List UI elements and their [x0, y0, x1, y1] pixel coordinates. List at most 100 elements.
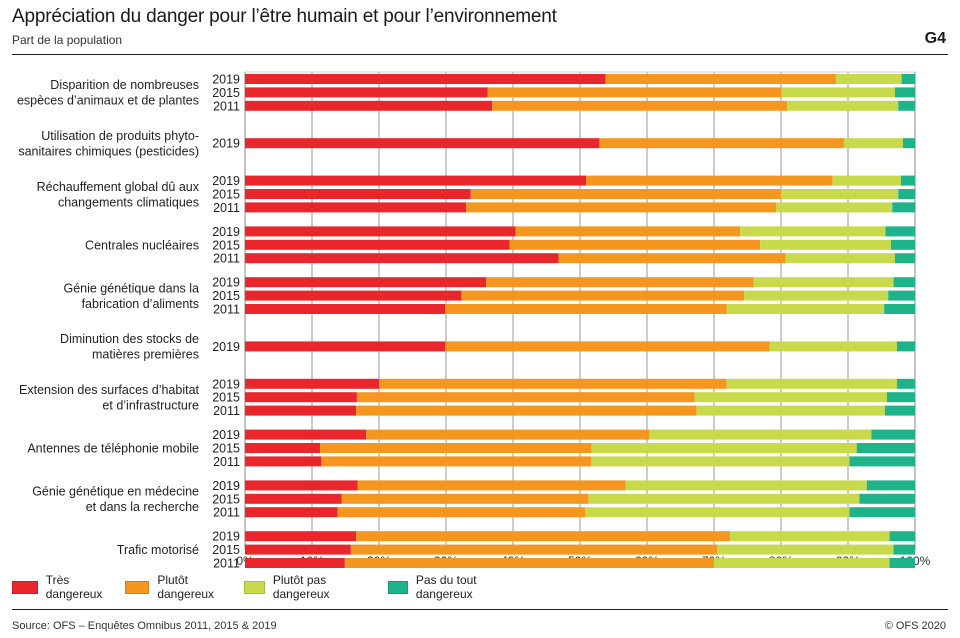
chart-title: Appréciation du danger pour l’être humai… — [12, 6, 557, 27]
bar-segment-pas-du-tout-dangereux — [866, 480, 915, 491]
bar-segment-tr-s-dangereux — [245, 87, 488, 98]
legend-item: Plutôt pas dangereux — [244, 573, 342, 601]
year-label: 2019 — [212, 530, 240, 544]
category-label: Antennes de téléphonie mobile — [27, 442, 199, 456]
legend-label: Pas du tout dangereux — [415, 573, 477, 601]
bar-segment-plut-t-dangereux — [445, 304, 727, 314]
year-label: 2011 — [213, 455, 240, 469]
year-label: 2019 — [212, 225, 240, 239]
bar-segment-tr-s-dangereux — [245, 189, 471, 199]
bar-segment-tr-s-dangereux — [245, 429, 367, 440]
header-divider — [12, 54, 948, 55]
bar-segment-plut-t-pas-dangereux — [588, 493, 860, 504]
bar-segment-tr-s-dangereux — [245, 341, 446, 352]
category-label: Centrales nucléaires — [85, 238, 199, 252]
category-label: et dans la recherche — [86, 500, 199, 514]
year-label: 2015 — [212, 238, 240, 252]
bar-segment-plut-t-dangereux — [558, 253, 786, 264]
category-label: Extension des surfaces d’habitat — [19, 383, 199, 397]
bar-segment-pas-du-tout-dangereux — [884, 304, 915, 314]
year-label: 2019 — [212, 479, 240, 493]
bar-segment-plut-t-dangereux — [605, 74, 836, 84]
bar-segment-plut-t-dangereux — [486, 277, 754, 288]
category-label: Réchauffement global dû aux — [37, 180, 200, 194]
bar-segment-plut-t-pas-dangereux — [694, 392, 887, 403]
bar-segment-plut-t-dangereux — [356, 531, 731, 542]
legend-label: Très dangereux — [45, 573, 103, 601]
bar-segment-pas-du-tout-dangereux — [896, 341, 915, 352]
bar-segment-pas-du-tout-dangereux — [894, 87, 915, 98]
bar-segment-plut-t-pas-dangereux — [835, 74, 902, 84]
bar-segment-plut-t-pas-dangereux — [591, 443, 857, 453]
bar-segment-pas-du-tout-dangereux — [849, 507, 915, 518]
bar-segment-plut-t-pas-dangereux — [832, 175, 901, 186]
year-label: 2019 — [212, 340, 240, 354]
bar-segment-tr-s-dangereux — [245, 138, 600, 149]
bar-segment-plut-t-pas-dangereux — [744, 290, 889, 301]
bar-segment-plut-t-dangereux — [599, 138, 844, 149]
year-label: 2011 — [213, 303, 240, 317]
bar-segment-tr-s-dangereux — [245, 443, 321, 453]
bar-segment-pas-du-tout-dangereux — [896, 378, 915, 389]
year-label: 2015 — [212, 543, 240, 557]
bar-segment-plut-t-pas-dangereux — [781, 189, 899, 199]
bar-segment-pas-du-tout-dangereux — [856, 443, 915, 453]
bar-segment-plut-t-pas-dangereux — [787, 100, 899, 111]
footer-divider — [12, 609, 948, 610]
bar-segment-plut-t-dangereux — [492, 100, 788, 111]
bar-segment-plut-t-dangereux — [341, 493, 589, 504]
legend-swatch — [12, 580, 38, 594]
bar-segment-plut-t-dangereux — [470, 189, 781, 199]
bar-segment-pas-du-tout-dangereux — [889, 531, 915, 542]
copyright: © OFS 2020 — [884, 620, 946, 632]
bar-segment-plut-t-pas-dangereux — [714, 558, 890, 568]
bar-segment-tr-s-dangereux — [245, 202, 467, 213]
bar-segment-plut-t-dangereux — [350, 544, 718, 555]
bar-segment-tr-s-dangereux — [245, 378, 379, 389]
bar-segment-tr-s-dangereux — [245, 392, 357, 403]
bar-segment-plut-t-pas-dangereux — [769, 341, 897, 352]
category-label: Diminution des stocks de — [60, 332, 199, 346]
bar-segment-plut-t-dangereux — [344, 558, 714, 568]
bar-segment-plut-t-dangereux — [321, 456, 592, 467]
bar-segment-plut-t-pas-dangereux — [785, 253, 895, 264]
category-label: matières premières — [92, 348, 199, 362]
bar-segment-plut-t-pas-dangereux — [726, 304, 885, 314]
legend-item: Plutôt dangereux — [125, 573, 223, 601]
legend-label: Plutôt dangereux — [157, 573, 215, 601]
bar-segment-plut-t-dangereux — [356, 405, 697, 416]
category-label: et d’infrastructure — [102, 398, 199, 412]
bar-segment-tr-s-dangereux — [245, 304, 446, 314]
bar-segment-plut-t-pas-dangereux — [753, 277, 894, 288]
year-label: 2011 — [213, 201, 240, 215]
bar-segment-pas-du-tout-dangereux — [898, 100, 915, 111]
bar-segment-plut-t-dangereux — [586, 175, 833, 186]
bar-segment-pas-du-tout-dangereux — [893, 277, 915, 288]
category-label: espèces d’animaux et de plantes — [17, 94, 199, 108]
year-label: 2019 — [212, 276, 240, 290]
bar-segment-pas-du-tout-dangereux — [893, 544, 915, 555]
year-label: 2015 — [212, 289, 240, 303]
year-label: 2019 — [212, 377, 240, 391]
bar-segment-plut-t-pas-dangereux — [781, 87, 895, 98]
legend-swatch — [244, 580, 265, 594]
bar-segment-tr-s-dangereux — [245, 507, 338, 518]
bar-segment-tr-s-dangereux — [245, 277, 487, 288]
bar-segment-plut-t-pas-dangereux — [760, 239, 891, 250]
year-label: 2015 — [212, 86, 240, 100]
bar-segment-plut-t-pas-dangereux — [591, 456, 850, 467]
year-label: 2015 — [212, 188, 240, 202]
legend-label: Plutôt pas dangereux — [272, 573, 330, 601]
bar-segment-tr-s-dangereux — [245, 253, 559, 264]
bar-segment-tr-s-dangereux — [245, 175, 587, 186]
year-label: 2015 — [212, 492, 240, 506]
year-label: 2015 — [212, 442, 240, 456]
bar-segment-pas-du-tout-dangereux — [889, 558, 915, 568]
bar-segment-pas-du-tout-dangereux — [902, 138, 915, 149]
bar-segment-tr-s-dangereux — [245, 456, 322, 467]
bar-segment-pas-du-tout-dangereux — [894, 253, 915, 264]
bar-segment-tr-s-dangereux — [245, 493, 342, 504]
bar-segment-plut-t-pas-dangereux — [776, 202, 893, 213]
bar-segment-pas-du-tout-dangereux — [890, 239, 915, 250]
bar-segment-plut-t-dangereux — [466, 202, 777, 213]
